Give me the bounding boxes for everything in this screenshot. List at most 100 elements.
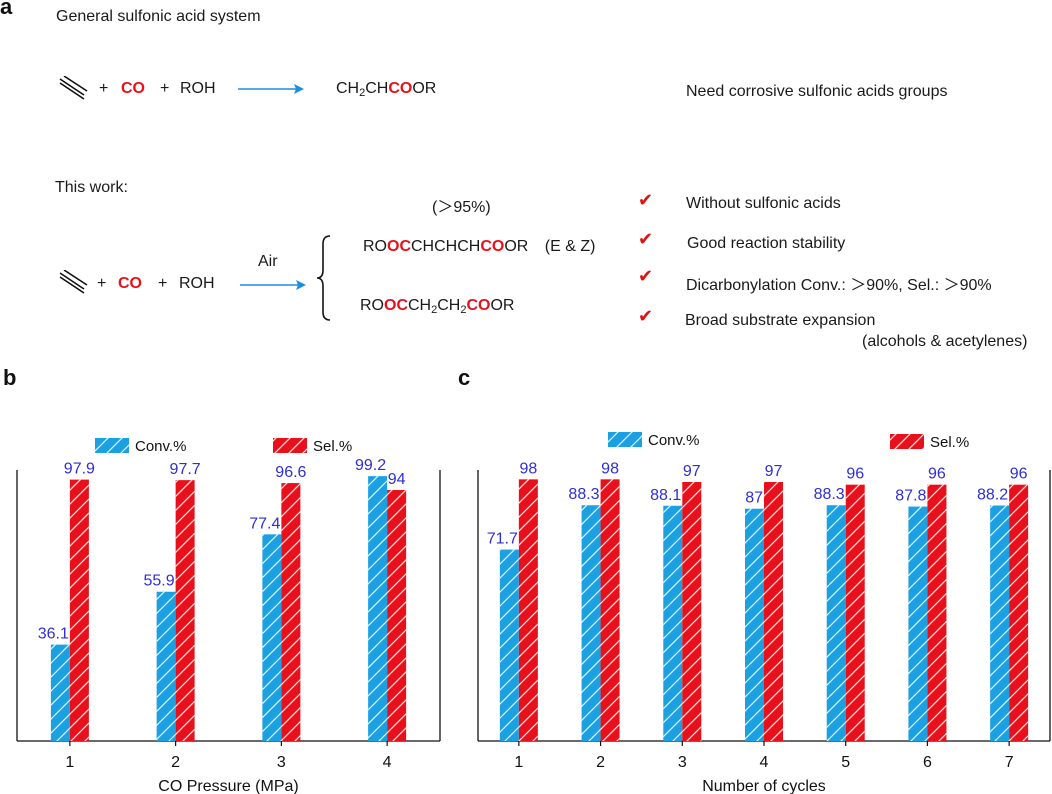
check-icon: ✔	[638, 190, 654, 210]
reaction-arrow	[238, 84, 304, 94]
chart-b: 1 36.1 97.9 2 55.9 97.7 3 77.4 96.6 4 99.294 CO Pre…	[16, 438, 441, 794]
x-tick-label: 1	[514, 754, 523, 771]
co-reagent: CO	[121, 80, 145, 97]
x-tick-label: 4	[383, 754, 392, 771]
bar-hatch	[927, 484, 947, 741]
x-axis-title: Number of cycles	[702, 778, 826, 794]
general-product: CH2CHCOOR	[336, 80, 437, 99]
x-tick-label: 2	[596, 754, 605, 771]
advantage-item: Dicarbonylation Conv.: ＞90%, Sel.: ＞90%	[686, 277, 992, 294]
sel-data-label: 97.9	[64, 461, 95, 478]
panel-letter-b: b	[3, 365, 17, 390]
bar-hatch	[663, 505, 683, 741]
legend-label: Conv.%	[648, 432, 699, 449]
sel-data-label: 98	[519, 460, 537, 477]
legend-swatch-hatch	[273, 438, 307, 453]
legend-label: Sel.%	[313, 438, 352, 455]
conv-data-label: 77.4	[249, 515, 280, 532]
bar-hatch	[368, 476, 388, 741]
x-tick-label: 1	[65, 754, 74, 771]
sel-data-label: 94	[388, 471, 406, 488]
bar-hatch	[682, 482, 702, 741]
conv-data-label: 87	[745, 490, 763, 507]
x-tick-label: 2	[171, 754, 180, 771]
sel-data-label: 97.7	[170, 461, 201, 478]
advantage-item: Without sulfonic acids	[686, 195, 841, 212]
bar-hatch	[175, 480, 195, 741]
x-tick-label: 3	[277, 754, 286, 771]
brace-icon	[316, 235, 331, 321]
x-tick-label: 4	[760, 754, 769, 771]
conv-data-label: 88.3	[568, 486, 599, 503]
sel-data-label: 98	[601, 460, 619, 477]
check-icon: ✔	[638, 229, 654, 249]
x-tick-label: 7	[1005, 754, 1014, 771]
legend-label: Sel.%	[930, 434, 969, 451]
sel-data-label: 97	[683, 463, 701, 480]
plus-sign: +	[158, 275, 168, 292]
product-saturated: ROOCCH2CH2COOR	[360, 297, 515, 316]
conv-data-label: 88.1	[650, 487, 681, 504]
check-icon: ✔	[638, 306, 654, 326]
bar-hatch	[387, 490, 407, 741]
sel-data-label: 96	[928, 466, 946, 483]
x-axis-title: CO Pressure (MPa)	[158, 778, 298, 794]
advantage-subnote: (alcohols & acetylenes)	[862, 333, 1028, 350]
roh-reagent: ROH	[180, 80, 216, 97]
product-unsaturated: ROOCCHCHCHCOOR (E & Z)	[363, 238, 596, 255]
this-work-label: This work:	[55, 179, 128, 196]
bar-hatch	[990, 505, 1010, 741]
conv-data-label: 99.2	[355, 457, 386, 474]
roh-reagent: ROH	[179, 275, 215, 292]
conv-data-label: 36.1	[38, 626, 69, 643]
plus-sign: +	[99, 80, 109, 97]
bar-hatch	[262, 534, 282, 741]
bar-hatch	[1009, 484, 1029, 741]
sel-data-label: 96	[846, 466, 864, 483]
conv-data-label: 71.7	[487, 531, 518, 548]
sel-data-label: 96.6	[275, 464, 306, 481]
co-reagent: CO	[118, 275, 142, 292]
bar-hatch	[156, 591, 176, 741]
bar-hatch	[908, 506, 928, 741]
x-tick-label: 6	[923, 754, 932, 771]
bar-hatch	[69, 479, 89, 741]
bar-hatch	[50, 644, 70, 741]
bar-hatch	[600, 479, 620, 741]
bar-hatch	[826, 505, 846, 741]
legend-swatch-hatch	[95, 438, 129, 453]
check-icon: ✔	[638, 266, 654, 286]
sel-data-label: 97	[765, 463, 783, 480]
advantage-item: Good reaction stability	[687, 235, 846, 252]
conv-data-label: 87.8	[895, 488, 926, 505]
x-tick-label: 5	[841, 754, 850, 771]
bar-hatch	[281, 483, 301, 741]
bar-hatch	[581, 505, 601, 741]
chart-c: 171.798288.398388.19748797588.396687.896…	[477, 432, 1051, 794]
conv-data-label: 88.2	[977, 487, 1008, 504]
air-label: Air	[258, 253, 278, 270]
need-note: Need corrosive sulfonic acids groups	[686, 83, 948, 100]
panel-letter-c: c	[458, 365, 471, 390]
acetylene-icon	[59, 76, 88, 100]
reaction-arrow	[240, 280, 306, 290]
bar-hatch	[764, 482, 783, 741]
conv-data-label: 55.9	[143, 573, 174, 590]
advantage-item: Broad substrate expansion	[685, 312, 876, 329]
bar-hatch	[845, 484, 865, 741]
plus-sign: +	[160, 80, 170, 97]
sel-data-label: 96	[1010, 466, 1028, 483]
legend-swatch-hatch	[608, 432, 642, 447]
bar-hatch	[745, 508, 764, 741]
acetylene-icon	[59, 270, 88, 294]
yield-note: (＞95%)	[432, 199, 491, 216]
conv-data-label: 88.3	[814, 486, 845, 503]
x-tick-label: 3	[678, 754, 687, 771]
legend-label: Conv.%	[135, 438, 186, 455]
plus-sign: +	[97, 275, 107, 292]
general-system-label: General sulfonic acid system	[56, 8, 261, 25]
bar-hatch	[518, 479, 538, 741]
bar-hatch	[499, 549, 519, 741]
panel-letter-a: a	[0, 0, 13, 19]
